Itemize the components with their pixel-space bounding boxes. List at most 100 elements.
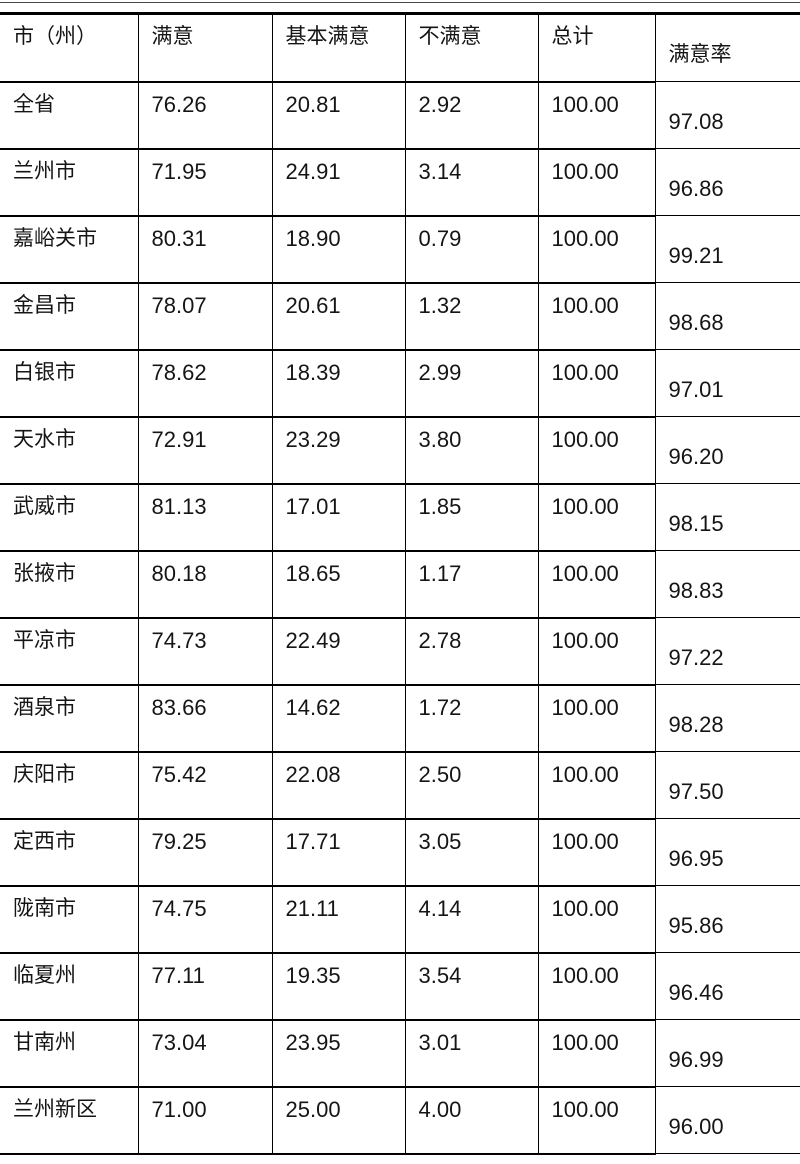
satisfied-cell: 80.31 (138, 215, 273, 284)
dissatisfied-cell: 2.99 (405, 349, 539, 418)
basically-satisfied-cell: 25.00 (272, 1086, 406, 1155)
dissatisfied-cell: 3.54 (405, 952, 539, 1021)
table-row: 兰州市 71.95 24.91 3.14 100.00 96.86 (0, 148, 800, 217)
satisfaction-rate-cell: 96.95 (655, 818, 800, 886)
basically-satisfied-cell: 24.91 (272, 148, 406, 217)
table-row: 张掖市 80.18 18.65 1.17 100.00 98.83 (0, 550, 800, 619)
satisfaction-rate-cell: 98.68 (655, 282, 800, 350)
column-header-basically-satisfied: 基本满意 (272, 12, 406, 83)
dissatisfied-cell: 3.80 (405, 416, 539, 485)
dissatisfied-cell: 3.05 (405, 818, 539, 887)
satisfaction-rate-cell: 96.99 (655, 1019, 800, 1087)
table-row: 定西市 79.25 17.71 3.05 100.00 96.95 (0, 818, 800, 887)
region-cell: 兰州新区 (0, 1086, 139, 1155)
satisfaction-rate-cell: 98.15 (655, 483, 800, 551)
satisfied-cell: 76.26 (138, 81, 273, 150)
dissatisfied-cell: 2.78 (405, 617, 539, 686)
satisfied-cell: 77.11 (138, 952, 273, 1021)
satisfaction-rate-cell: 96.46 (655, 952, 800, 1020)
region-cell: 武威市 (0, 483, 139, 552)
total-cell: 100.00 (538, 550, 656, 619)
dissatisfied-cell: 0.79 (405, 215, 539, 284)
region-cell: 陇南市 (0, 885, 139, 954)
basically-satisfied-cell: 22.49 (272, 617, 406, 686)
table-row: 酒泉市 83.66 14.62 1.72 100.00 98.28 (0, 684, 800, 753)
total-cell: 100.00 (538, 952, 656, 1021)
total-cell: 100.00 (538, 1086, 656, 1155)
dissatisfied-cell: 2.50 (405, 751, 539, 820)
satisfaction-rate-cell: 98.83 (655, 550, 800, 618)
total-cell: 100.00 (538, 148, 656, 217)
column-header-dissatisfied: 不满意 (405, 12, 539, 83)
dissatisfied-cell: 1.32 (405, 282, 539, 351)
table-row: 陇南市 74.75 21.11 4.14 100.00 95.86 (0, 885, 800, 954)
basically-satisfied-cell: 21.11 (272, 885, 406, 954)
total-cell: 100.00 (538, 215, 656, 284)
total-cell: 100.00 (538, 483, 656, 552)
basically-satisfied-cell: 18.90 (272, 215, 406, 284)
basically-satisfied-cell: 23.95 (272, 1019, 406, 1088)
basically-satisfied-cell: 14.62 (272, 684, 406, 753)
satisfied-cell: 79.25 (138, 818, 273, 887)
satisfied-cell: 73.04 (138, 1019, 273, 1088)
page-top-rule (0, 2, 800, 3)
table-header-row: 市（州） 满意 基本满意 不满意 总计 满意率 (0, 12, 800, 83)
dissatisfied-cell: 4.00 (405, 1086, 539, 1155)
table-row: 甘南州 73.04 23.95 3.01 100.00 96.99 (0, 1019, 800, 1088)
region-cell: 酒泉市 (0, 684, 139, 753)
region-cell: 白银市 (0, 349, 139, 418)
dissatisfied-cell: 3.01 (405, 1019, 539, 1088)
total-cell: 100.00 (538, 885, 656, 954)
region-cell: 金昌市 (0, 282, 139, 351)
column-header-satisfied: 满意 (138, 12, 273, 83)
table-row: 白银市 78.62 18.39 2.99 100.00 97.01 (0, 349, 800, 418)
basically-satisfied-cell: 18.39 (272, 349, 406, 418)
table-row: 兰州新区 71.00 25.00 4.00 100.00 96.00 (0, 1086, 800, 1155)
basically-satisfied-cell: 19.35 (272, 952, 406, 1021)
region-cell: 天水市 (0, 416, 139, 485)
satisfied-cell: 71.00 (138, 1086, 273, 1155)
dissatisfied-cell: 2.92 (405, 81, 539, 150)
total-cell: 100.00 (538, 416, 656, 485)
basically-satisfied-cell: 17.01 (272, 483, 406, 552)
dissatisfied-cell: 1.85 (405, 483, 539, 552)
table-row: 武威市 81.13 17.01 1.85 100.00 98.15 (0, 483, 800, 552)
table-row: 金昌市 78.07 20.61 1.32 100.00 98.68 (0, 282, 800, 351)
satisfaction-rate-cell: 97.08 (655, 81, 800, 149)
table-row: 临夏州 77.11 19.35 3.54 100.00 96.46 (0, 952, 800, 1021)
region-cell: 全省 (0, 81, 139, 150)
region-cell: 嘉峪关市 (0, 215, 139, 284)
satisfied-cell: 74.73 (138, 617, 273, 686)
table-row: 天水市 72.91 23.29 3.80 100.00 96.20 (0, 416, 800, 485)
satisfied-cell: 81.13 (138, 483, 273, 552)
region-cell: 平凉市 (0, 617, 139, 686)
basically-satisfied-cell: 18.65 (272, 550, 406, 619)
total-cell: 100.00 (538, 684, 656, 753)
basically-satisfied-cell: 23.29 (272, 416, 406, 485)
satisfied-cell: 78.07 (138, 282, 273, 351)
column-header-satisfaction-rate: 满意率 (655, 12, 800, 82)
region-cell: 庆阳市 (0, 751, 139, 820)
basically-satisfied-cell: 20.81 (272, 81, 406, 150)
satisfaction-rate-cell: 97.22 (655, 617, 800, 685)
satisfaction-table: 市（州） 满意 基本满意 不满意 总计 满意率 全省 76.26 20.81 2… (0, 12, 800, 1155)
table-row: 庆阳市 75.42 22.08 2.50 100.00 97.50 (0, 751, 800, 820)
dissatisfied-cell: 4.14 (405, 885, 539, 954)
dissatisfied-cell: 1.17 (405, 550, 539, 619)
satisfaction-rate-cell: 96.00 (655, 1086, 800, 1154)
region-cell: 甘南州 (0, 1019, 139, 1088)
dissatisfied-cell: 1.72 (405, 684, 539, 753)
satisfaction-rate-cell: 98.28 (655, 684, 800, 752)
satisfaction-rate-cell: 96.20 (655, 416, 800, 484)
total-cell: 100.00 (538, 282, 656, 351)
satisfied-cell: 83.66 (138, 684, 273, 753)
total-cell: 100.00 (538, 1019, 656, 1088)
basically-satisfied-cell: 22.08 (272, 751, 406, 820)
total-cell: 100.00 (538, 617, 656, 686)
satisfied-cell: 75.42 (138, 751, 273, 820)
satisfied-cell: 71.95 (138, 148, 273, 217)
total-cell: 100.00 (538, 818, 656, 887)
region-cell: 兰州市 (0, 148, 139, 217)
column-header-total: 总计 (538, 12, 656, 83)
